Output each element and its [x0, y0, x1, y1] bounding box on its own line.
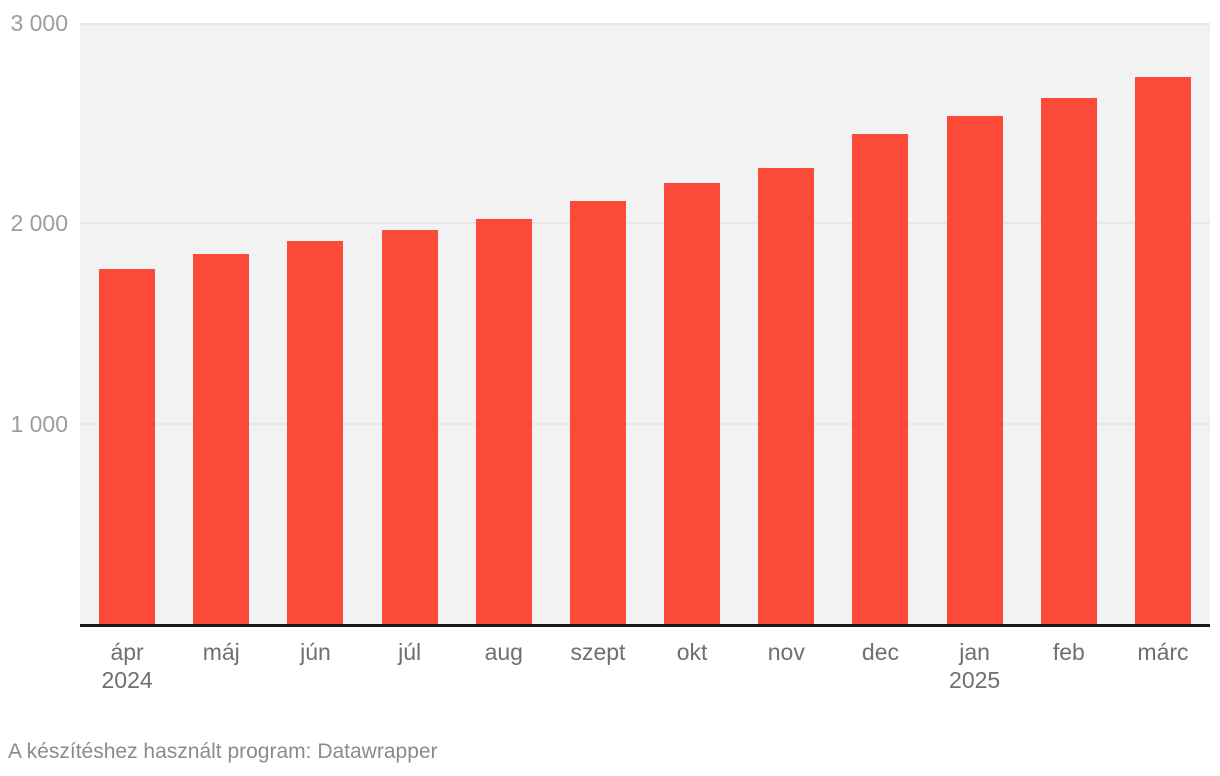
x-axis-labels: ápr 2024 máj jún júl aug szept okt nov dec jan 2025…	[80, 639, 1210, 693]
bar-slot	[739, 23, 833, 624]
y-tick-label: 1 000	[10, 410, 68, 437]
bar-slot	[363, 23, 457, 624]
month-label: szept	[570, 639, 626, 665]
bar-slot	[174, 23, 268, 624]
month-label: aug	[484, 639, 523, 665]
month-label: feb	[1052, 639, 1085, 665]
gridline	[80, 23, 1210, 25]
bar-júl[interactable]	[381, 230, 438, 624]
bar-márc[interactable]	[1134, 77, 1191, 624]
bar-slot	[645, 23, 739, 624]
chart-footer: A készítéshez használt program: Datawrap…	[8, 740, 438, 763]
bar-jún[interactable]	[287, 241, 344, 624]
plot-area	[80, 23, 1210, 624]
month-label: ápr	[110, 639, 144, 665]
bar-nov[interactable]	[758, 168, 815, 624]
bar-slot	[833, 23, 927, 624]
x-tick-label: ápr 2024	[80, 639, 174, 693]
x-tick-label: jan 2025	[928, 639, 1022, 693]
bar-slot	[1116, 23, 1210, 624]
month-label: jún	[300, 639, 331, 665]
bar-szept[interactable]	[569, 201, 626, 624]
x-tick-label: márc	[1116, 639, 1210, 693]
month-label: máj	[202, 639, 240, 665]
x-tick-label: szept	[551, 639, 645, 693]
x-tick-label: aug	[457, 639, 551, 693]
bar-slot	[268, 23, 362, 624]
x-tick-label: jún	[268, 639, 362, 693]
bar-jan[interactable]	[946, 116, 1003, 624]
month-label: dec	[861, 639, 899, 665]
month-label: nov	[767, 639, 805, 665]
x-tick-label: feb	[1022, 639, 1116, 693]
bars-container	[80, 23, 1210, 624]
bar-slot	[457, 23, 551, 624]
bar-okt[interactable]	[664, 183, 721, 624]
bar-slot	[928, 23, 1022, 624]
month-label: márc	[1137, 639, 1189, 665]
month-label: okt	[676, 639, 708, 665]
gridline	[80, 222, 1210, 225]
bar-feb[interactable]	[1040, 98, 1097, 624]
bar-slot	[80, 23, 174, 624]
x-tick-label: júl	[363, 639, 457, 693]
bar-máj[interactable]	[193, 254, 250, 624]
y-tick-label: 3 000	[10, 10, 68, 36]
bar-aug[interactable]	[475, 219, 532, 624]
x-tick-label: nov	[739, 639, 833, 693]
bar-slot	[1022, 23, 1116, 624]
month-label: jan	[959, 639, 990, 665]
month-label: júl	[398, 639, 422, 665]
x-tick-label: dec	[833, 639, 927, 693]
y-tick-label: 2 000	[10, 210, 68, 237]
gridline	[80, 422, 1210, 425]
x-axis-line	[80, 624, 1210, 627]
year-label: 2024	[101, 667, 153, 693]
bar-ápr[interactable]	[99, 269, 156, 624]
bar-slot	[551, 23, 645, 624]
x-tick-label: máj	[174, 639, 268, 693]
x-tick-label: okt	[645, 639, 739, 693]
bar-dec[interactable]	[852, 134, 909, 624]
year-label: 2025	[949, 667, 1001, 693]
